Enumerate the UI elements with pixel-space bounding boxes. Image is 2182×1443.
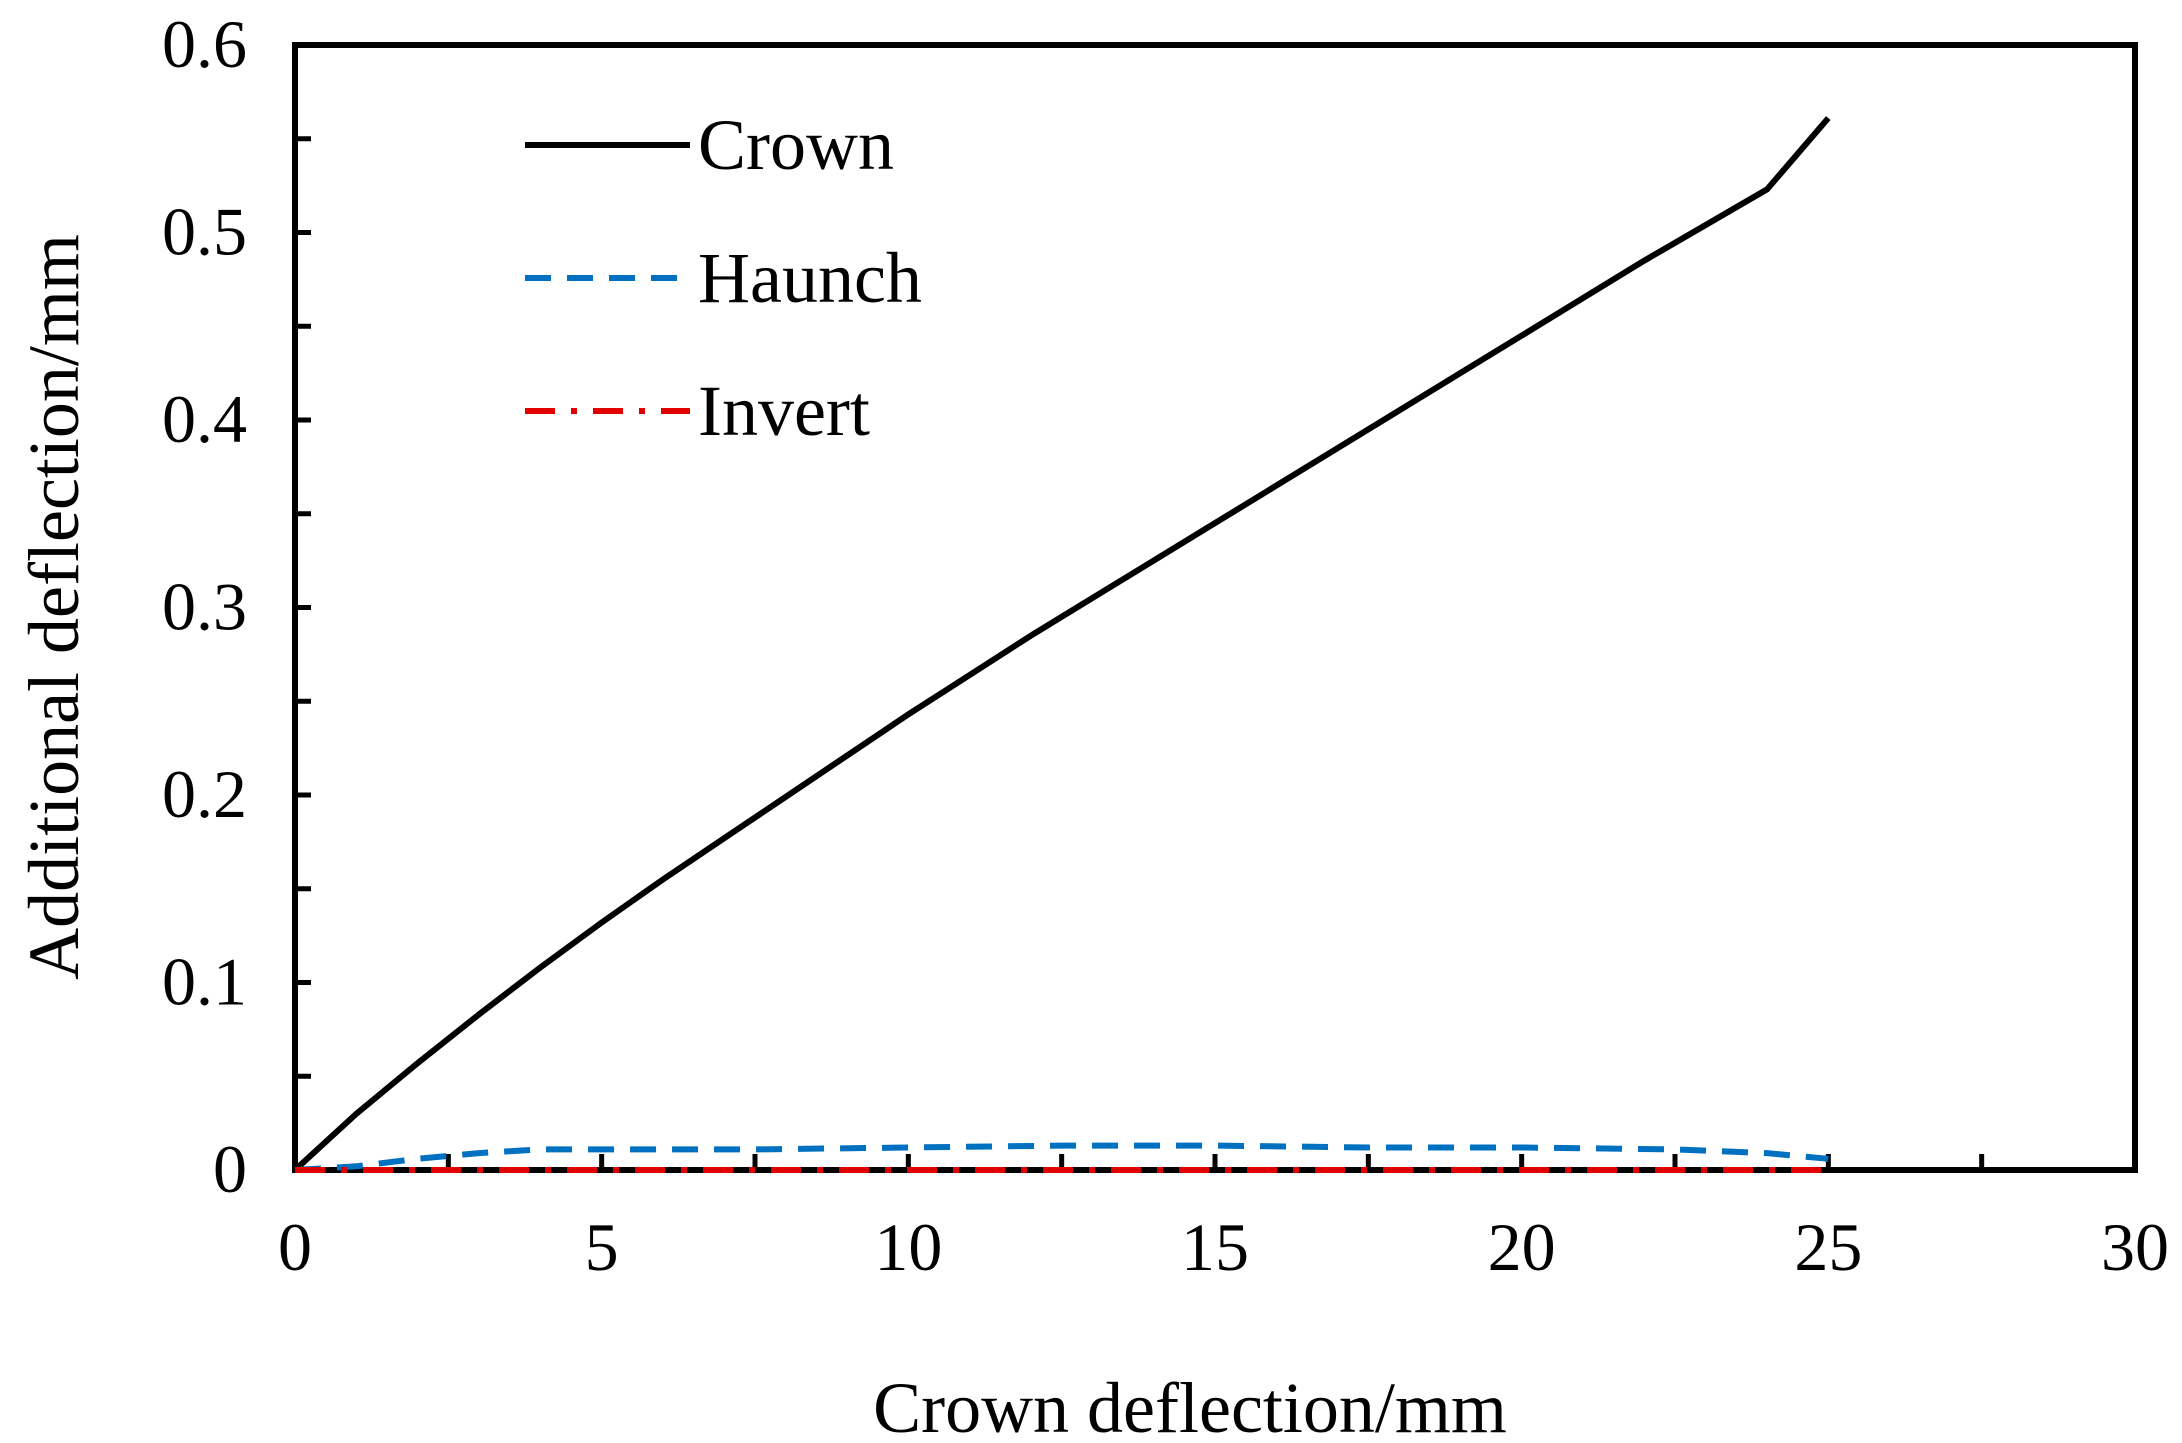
y-axis-label: Additional deflection/mm [14,234,94,980]
y-minor-ticks [295,42,311,1173]
y-tick-label: 0.6 [162,6,247,82]
x-tick-label: 15 [1181,1209,1249,1285]
y-tick-label: 0.5 [162,194,247,270]
series-lines [292,116,1831,1173]
y-tick-label: 0.4 [162,381,247,457]
y-tick-label: 0.3 [162,569,247,645]
legend-label-haunch: Haunch [698,238,922,318]
series-line-crown [292,116,1831,1173]
y-tick-label: 0 [213,1131,247,1207]
legend-label-invert: Invert [698,371,870,451]
legend-label-crown: Crown [698,105,894,185]
x-tick-label: 10 [874,1209,942,1285]
x-tick-label: 30 [2101,1209,2169,1285]
x-axis-label: Crown deflection/mm [873,1368,1507,1443]
plot-frame [292,42,2138,1173]
x-tick-labels: 0 5 10 15 20 25 30 [278,1209,2169,1285]
x-tick-label: 5 [585,1209,619,1285]
x-tick-label: 20 [1488,1209,1556,1285]
legend: Crown Haunch Invert [525,105,922,451]
x-tick-label: 25 [1794,1209,1862,1285]
x-tick-label: 0 [278,1209,312,1285]
y-tick-label: 0.1 [162,944,247,1020]
y-tick-labels: 0 0.1 0.2 0.3 0.4 0.5 0.6 [162,6,247,1207]
series-line-haunch [294,1142,1829,1173]
y-tick-label: 0.2 [162,756,247,832]
